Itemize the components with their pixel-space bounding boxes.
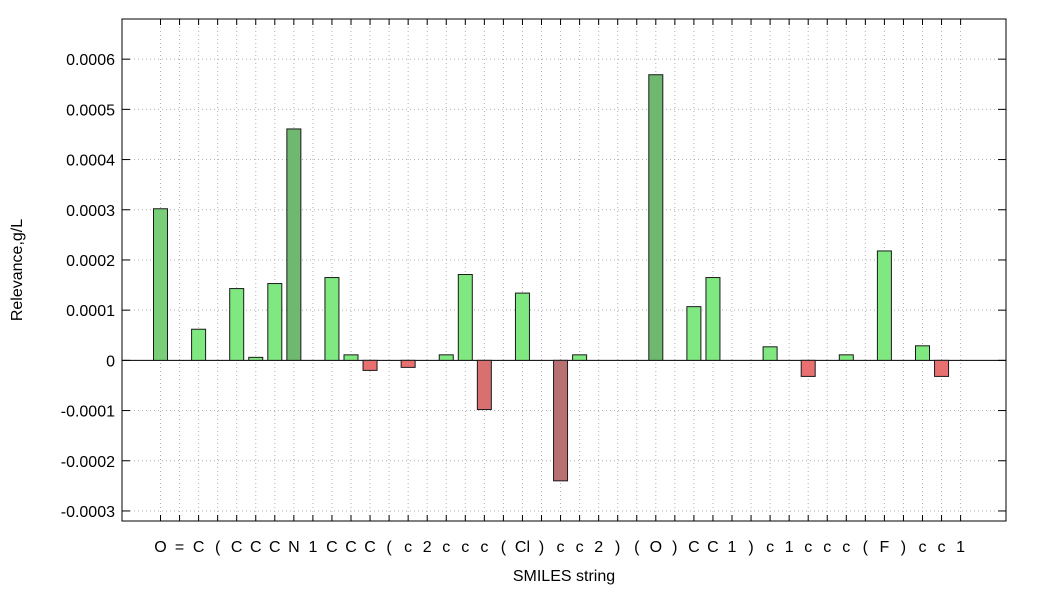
- x-tick-label: C: [231, 539, 243, 556]
- x-tick-label: (: [215, 539, 221, 556]
- x-tick-label: c: [576, 539, 584, 556]
- bar-11-C: [362, 359, 378, 371]
- bars: [153, 74, 950, 482]
- y-axis-title: Relevance,g/L: [9, 219, 26, 321]
- bar-4-C: [229, 288, 245, 361]
- x-tick-label: ): [615, 539, 620, 556]
- x-tick-label: (: [386, 539, 392, 556]
- x-tick-label: C: [345, 539, 357, 556]
- x-tick-label: =: [175, 539, 184, 556]
- y-tick-label: 0.0002: [66, 253, 115, 270]
- x-tick-label: ): [539, 539, 544, 556]
- y-tick-label: -0.0001: [61, 404, 115, 421]
- y-tick-label: 0: [106, 353, 115, 370]
- x-tick-label: c: [766, 539, 774, 556]
- y-tick-label: -0.0003: [61, 504, 115, 521]
- bar-36-c: [838, 354, 854, 361]
- x-tick-label: C: [269, 539, 281, 556]
- x-tick-label: c: [404, 539, 412, 556]
- bar-34-c: [800, 359, 816, 377]
- x-tick-label: c: [442, 539, 450, 556]
- x-tick-label: c: [557, 539, 565, 556]
- x-tick-label: (: [863, 539, 869, 556]
- x-tick-label: N: [288, 539, 300, 556]
- bar-7-N: [286, 128, 302, 361]
- bar-38-F: [876, 250, 892, 361]
- bar-6-C: [267, 283, 283, 361]
- x-tick-label: 1: [728, 539, 737, 556]
- x-tick-label: C: [364, 539, 376, 556]
- bar-19-Cl: [514, 292, 530, 361]
- x-tick-label: ): [901, 539, 906, 556]
- bar-28-C: [686, 306, 702, 361]
- bar-13-c: [400, 359, 416, 368]
- x-tick-label: c: [919, 539, 927, 556]
- x-axis-title: SMILES string: [513, 568, 615, 585]
- x-tick-label: 1: [785, 539, 794, 556]
- x-tick-label: 1: [308, 539, 317, 556]
- bar-9-C: [324, 277, 340, 361]
- x-tick-label: c: [938, 539, 946, 556]
- x-tick-label: Cl: [515, 539, 530, 556]
- x-tick-label: (: [634, 539, 640, 556]
- y-tick-label: -0.0002: [61, 454, 115, 471]
- bar-0-O: [153, 208, 168, 361]
- x-tick-label: F: [880, 539, 890, 556]
- x-tick-label: 2: [423, 539, 432, 556]
- bar-21-c: [553, 359, 569, 482]
- bar-10-C: [343, 354, 359, 361]
- x-tick-label: 2: [594, 539, 603, 556]
- y-tick-label: 0.0001: [66, 303, 115, 320]
- x-tick-label: C: [326, 539, 338, 556]
- x-tick-label: C: [707, 539, 719, 556]
- x-tick-label: (: [501, 539, 507, 556]
- y-tick-label: 0.0004: [66, 153, 115, 170]
- bar-2-C: [191, 328, 207, 361]
- x-tick-label: C: [193, 539, 205, 556]
- bar-26-O: [648, 74, 664, 361]
- y-tick-label: 0.0003: [66, 203, 115, 220]
- bar-29-C: [705, 277, 721, 361]
- x-tick-label: ): [672, 539, 677, 556]
- bar-15-c: [438, 354, 454, 361]
- x-tick-label: c: [461, 539, 469, 556]
- bar-16-c: [457, 274, 473, 361]
- bar-5-C: [248, 356, 264, 361]
- x-tick-label: C: [250, 539, 262, 556]
- x-tick-label: C: [688, 539, 700, 556]
- x-tick-label: ): [748, 539, 753, 556]
- x-axis-ticks: O = C(C C C N 1 C C C(c 2 c c c(Cl) c c 2)(O) C C 1) c 1 c c c(F…: [154, 19, 965, 556]
- y-tick-label: 0.0005: [66, 102, 115, 119]
- x-tick-label: O: [154, 539, 166, 556]
- bar-40-c: [915, 345, 930, 361]
- x-tick-label: c: [804, 539, 812, 556]
- bar-17-c: [476, 359, 492, 411]
- bar-41-c: [934, 359, 950, 377]
- y-axis-ticks: 0.0006 0.0005 0.0004 0.0003 0.0002 0.0001 0 -0.…: [61, 52, 1006, 521]
- x-tick-label: 1: [956, 539, 965, 556]
- x-tick-label: O: [650, 539, 662, 556]
- x-tick-label: c: [480, 539, 488, 556]
- y-tick-label: 0.0006: [66, 52, 115, 69]
- bar-32-c: [762, 346, 778, 361]
- bar-22-c: [572, 354, 588, 361]
- x-tick-label: c: [842, 539, 850, 556]
- x-tick-label: c: [823, 539, 831, 556]
- plot-frame: [121, 18, 1007, 522]
